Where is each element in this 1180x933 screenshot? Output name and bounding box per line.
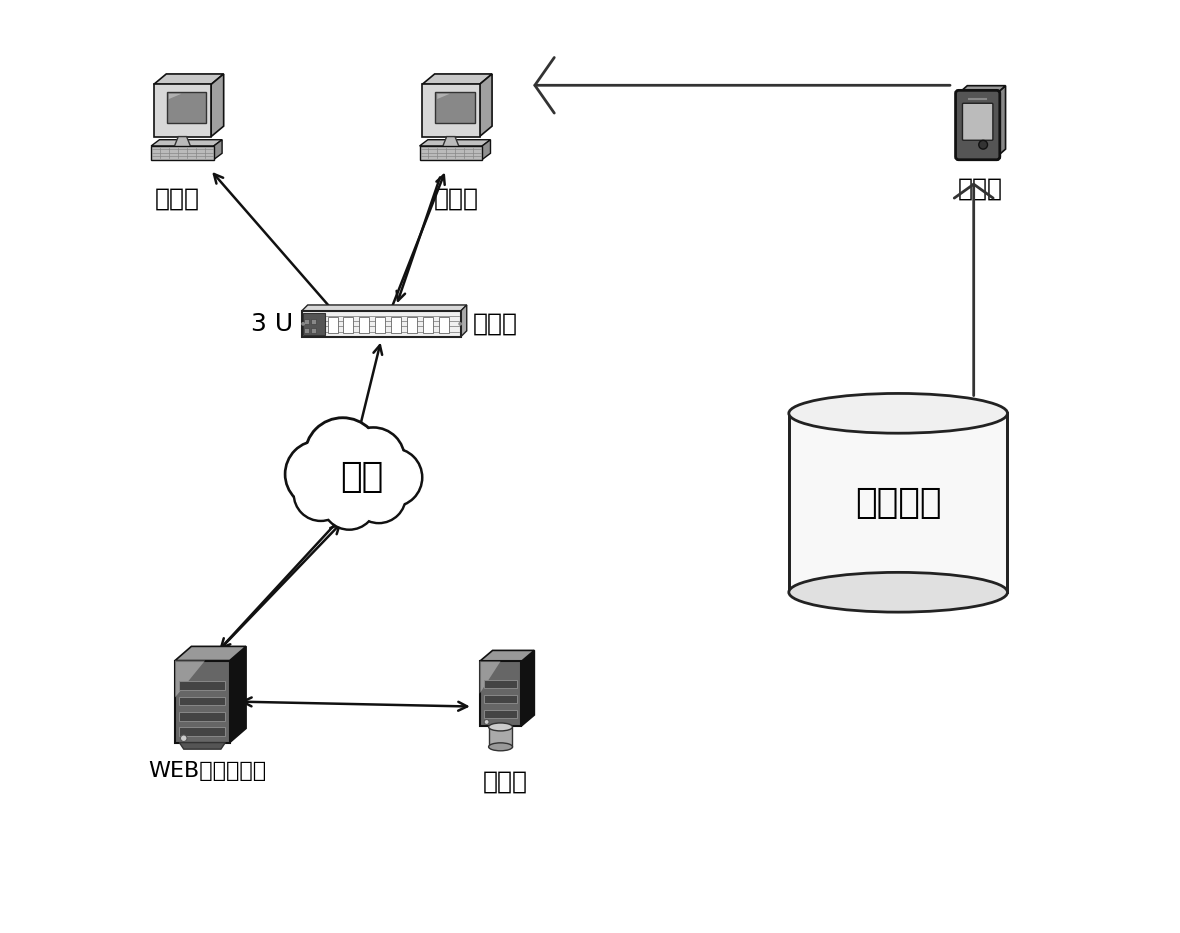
- FancyBboxPatch shape: [304, 327, 309, 333]
- Polygon shape: [460, 305, 467, 337]
- Text: 交换机: 交换机: [473, 312, 518, 336]
- Polygon shape: [435, 91, 474, 123]
- Polygon shape: [424, 147, 479, 154]
- FancyBboxPatch shape: [484, 695, 518, 703]
- Polygon shape: [175, 661, 205, 698]
- Polygon shape: [169, 94, 182, 99]
- Polygon shape: [997, 86, 1005, 157]
- FancyBboxPatch shape: [360, 317, 369, 333]
- FancyBboxPatch shape: [312, 327, 316, 333]
- Polygon shape: [214, 140, 222, 160]
- Polygon shape: [442, 136, 459, 147]
- Polygon shape: [175, 647, 247, 661]
- Circle shape: [459, 323, 461, 325]
- FancyBboxPatch shape: [179, 681, 225, 690]
- Polygon shape: [155, 147, 210, 154]
- FancyBboxPatch shape: [963, 104, 992, 140]
- Polygon shape: [302, 305, 467, 311]
- FancyBboxPatch shape: [179, 728, 225, 736]
- Polygon shape: [420, 140, 491, 146]
- Ellipse shape: [489, 723, 512, 731]
- Circle shape: [302, 323, 304, 325]
- Circle shape: [343, 429, 402, 488]
- Polygon shape: [175, 136, 191, 147]
- Text: 扫码机: 扫码机: [958, 176, 1003, 201]
- FancyBboxPatch shape: [312, 319, 316, 324]
- Circle shape: [484, 719, 489, 724]
- FancyBboxPatch shape: [788, 413, 1008, 592]
- Polygon shape: [211, 74, 224, 136]
- Polygon shape: [422, 74, 492, 84]
- Circle shape: [342, 428, 404, 490]
- Polygon shape: [166, 91, 206, 123]
- Text: 数据库: 数据库: [483, 769, 527, 793]
- Polygon shape: [483, 140, 491, 160]
- FancyBboxPatch shape: [484, 680, 518, 689]
- Polygon shape: [179, 743, 225, 749]
- Circle shape: [324, 478, 374, 528]
- Polygon shape: [479, 661, 522, 726]
- Text: 客户端: 客户端: [433, 187, 478, 211]
- Circle shape: [307, 420, 379, 492]
- Text: WEB应用服务器: WEB应用服务器: [149, 761, 267, 781]
- FancyBboxPatch shape: [439, 317, 448, 333]
- Circle shape: [181, 735, 186, 742]
- Polygon shape: [438, 94, 450, 99]
- Text: 3 U: 3 U: [251, 312, 293, 336]
- FancyBboxPatch shape: [489, 727, 512, 746]
- Ellipse shape: [489, 743, 512, 751]
- FancyBboxPatch shape: [407, 317, 417, 333]
- Polygon shape: [151, 146, 214, 160]
- FancyBboxPatch shape: [375, 317, 385, 333]
- FancyBboxPatch shape: [328, 317, 337, 333]
- FancyBboxPatch shape: [392, 317, 401, 333]
- Polygon shape: [958, 86, 1005, 93]
- Ellipse shape: [788, 572, 1008, 612]
- FancyBboxPatch shape: [343, 317, 354, 333]
- FancyBboxPatch shape: [956, 91, 999, 160]
- Polygon shape: [479, 74, 492, 136]
- Circle shape: [295, 467, 347, 520]
- Polygon shape: [151, 140, 222, 146]
- FancyBboxPatch shape: [302, 311, 460, 337]
- Circle shape: [978, 140, 988, 149]
- Circle shape: [323, 477, 375, 529]
- Text: 网络: 网络: [340, 460, 384, 494]
- FancyBboxPatch shape: [484, 710, 518, 718]
- Polygon shape: [230, 647, 247, 743]
- FancyBboxPatch shape: [304, 319, 309, 324]
- Circle shape: [296, 468, 346, 519]
- FancyBboxPatch shape: [179, 712, 225, 720]
- Polygon shape: [153, 84, 211, 136]
- Circle shape: [286, 441, 352, 507]
- FancyBboxPatch shape: [179, 697, 225, 705]
- Text: 客户端: 客户端: [155, 187, 199, 211]
- Polygon shape: [175, 661, 230, 743]
- Circle shape: [365, 449, 421, 506]
- Text: 仓库物资: 仓库物资: [854, 486, 942, 520]
- Polygon shape: [420, 146, 483, 160]
- Polygon shape: [479, 661, 500, 693]
- Polygon shape: [479, 650, 535, 661]
- FancyBboxPatch shape: [303, 313, 324, 335]
- Circle shape: [287, 442, 350, 506]
- Circle shape: [353, 470, 405, 522]
- Ellipse shape: [788, 394, 1008, 433]
- Circle shape: [306, 418, 380, 493]
- FancyBboxPatch shape: [422, 317, 433, 333]
- Polygon shape: [153, 74, 224, 84]
- Circle shape: [366, 450, 420, 505]
- Polygon shape: [522, 650, 535, 726]
- Polygon shape: [422, 84, 479, 136]
- Circle shape: [354, 471, 404, 522]
